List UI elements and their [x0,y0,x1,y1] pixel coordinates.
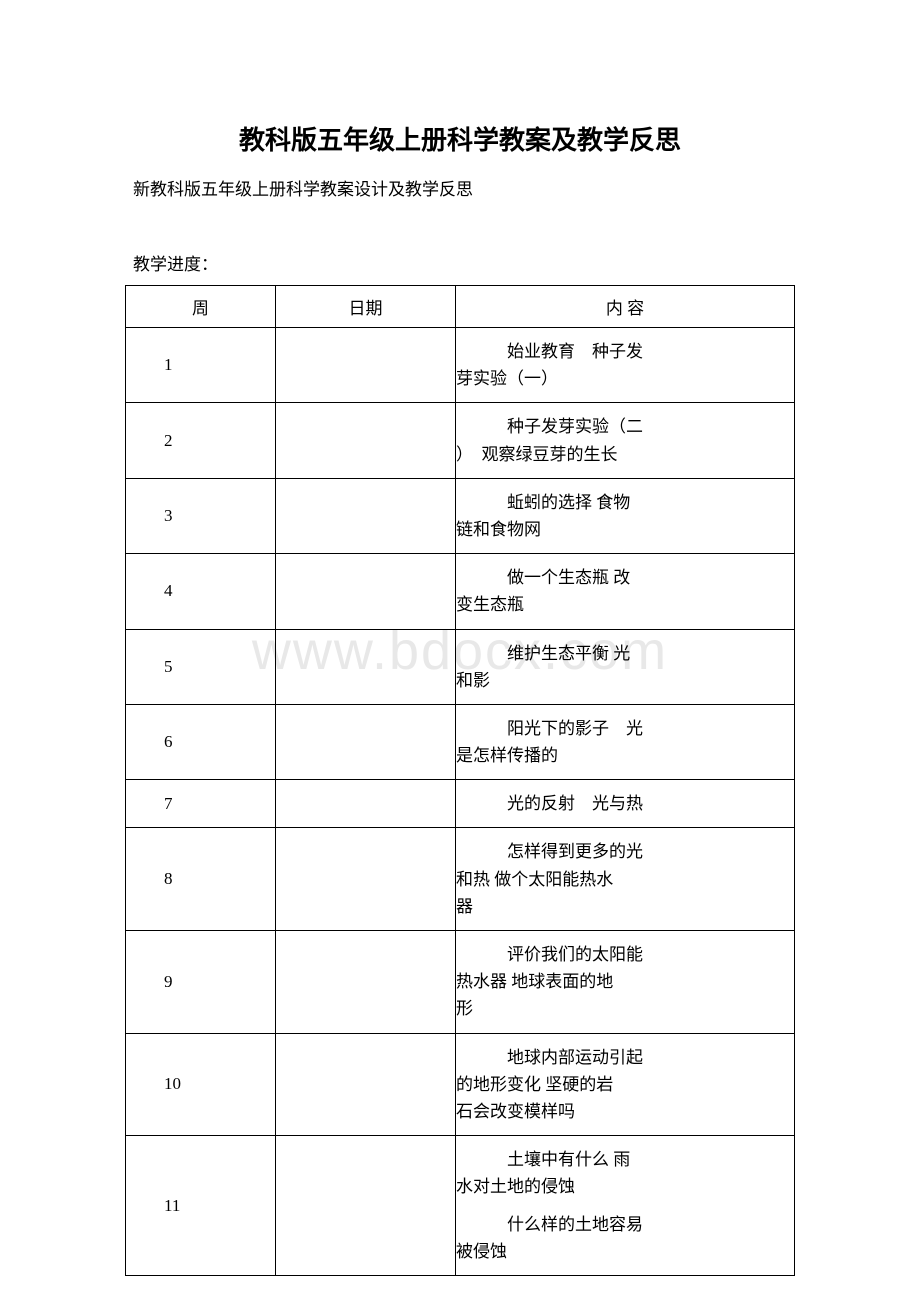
week-cell: 8 [126,828,276,931]
content-cell: 种子发芽实验（二） 观察绿豆芽的生长 [456,403,795,478]
date-cell [276,931,456,1034]
week-cell: 3 [126,478,276,553]
table-header-row: 周 日期 内 容 [126,286,795,328]
week-cell: 1 [126,328,276,403]
table-row: 11 土壤中有什么 雨水对土地的侵蚀什么样的土地容易被侵蚀 [126,1136,795,1276]
content-cell: 怎样得到更多的光和热 做个太阳能热水器 [456,828,795,931]
week-cell: 7 [126,780,276,828]
document-content: 教科版五年级上册科学教案及教学反思 新教科版五年级上册科学教案设计及教学反思 教… [0,0,920,1276]
content-cell: 维护生态平衡 光和影 [456,629,795,704]
content-cell: 光的反射 光与热 [456,780,795,828]
table-row: 5 维护生态平衡 光和影 [126,629,795,704]
content-cell: 地球内部运动引起的地形变化 坚硬的岩石会改变模样吗 [456,1033,795,1136]
week-cell: 4 [126,554,276,629]
header-date: 日期 [276,286,456,328]
content-cell: 土壤中有什么 雨水对土地的侵蚀什么样的土地容易被侵蚀 [456,1136,795,1276]
week-cell: 5 [126,629,276,704]
week-cell: 10 [126,1033,276,1136]
content-cell: 阳光下的影子 光是怎样传播的 [456,704,795,779]
date-cell [276,554,456,629]
header-week: 周 [126,286,276,328]
content-cell: 评价我们的太阳能热水器 地球表面的地形 [456,931,795,1034]
table-row: 1 始业教育 种子发芽实验（一） [126,328,795,403]
table-row: 4 做一个生态瓶 改变生态瓶 [126,554,795,629]
section-label: 教学进度： [125,250,795,275]
week-cell: 9 [126,931,276,1034]
header-content: 内 容 [456,286,795,328]
page-title: 教科版五年级上册科学教案及教学反思 [125,120,795,157]
date-cell [276,629,456,704]
week-cell: 2 [126,403,276,478]
week-cell: 6 [126,704,276,779]
table-row: 3 蚯蚓的选择 食物链和食物网 [126,478,795,553]
date-cell [276,1136,456,1276]
table-row: 10 地球内部运动引起的地形变化 坚硬的岩石会改变模样吗 [126,1033,795,1136]
date-cell [276,828,456,931]
date-cell [276,1033,456,1136]
schedule-table: 周 日期 内 容 1 始业教育 种子发芽实验（一） 2 种子发芽实验（二） 观察绿豆芽… [125,285,795,1276]
table-row: 6 阳光下的影子 光是怎样传播的 [126,704,795,779]
table-row: 9 评价我们的太阳能热水器 地球表面的地形 [126,931,795,1034]
date-cell [276,478,456,553]
content-cell: 蚯蚓的选择 食物链和食物网 [456,478,795,553]
content-cell: 始业教育 种子发芽实验（一） [456,328,795,403]
date-cell [276,328,456,403]
table-row: 8 怎样得到更多的光和热 做个太阳能热水器 [126,828,795,931]
subtitle: 新教科版五年级上册科学教案设计及教学反思 [125,175,795,200]
table-row: 7 光的反射 光与热 [126,780,795,828]
week-cell: 11 [126,1136,276,1276]
date-cell [276,403,456,478]
date-cell [276,780,456,828]
date-cell [276,704,456,779]
content-cell: 做一个生态瓶 改变生态瓶 [456,554,795,629]
table-row: 2 种子发芽实验（二） 观察绿豆芽的生长 [126,403,795,478]
